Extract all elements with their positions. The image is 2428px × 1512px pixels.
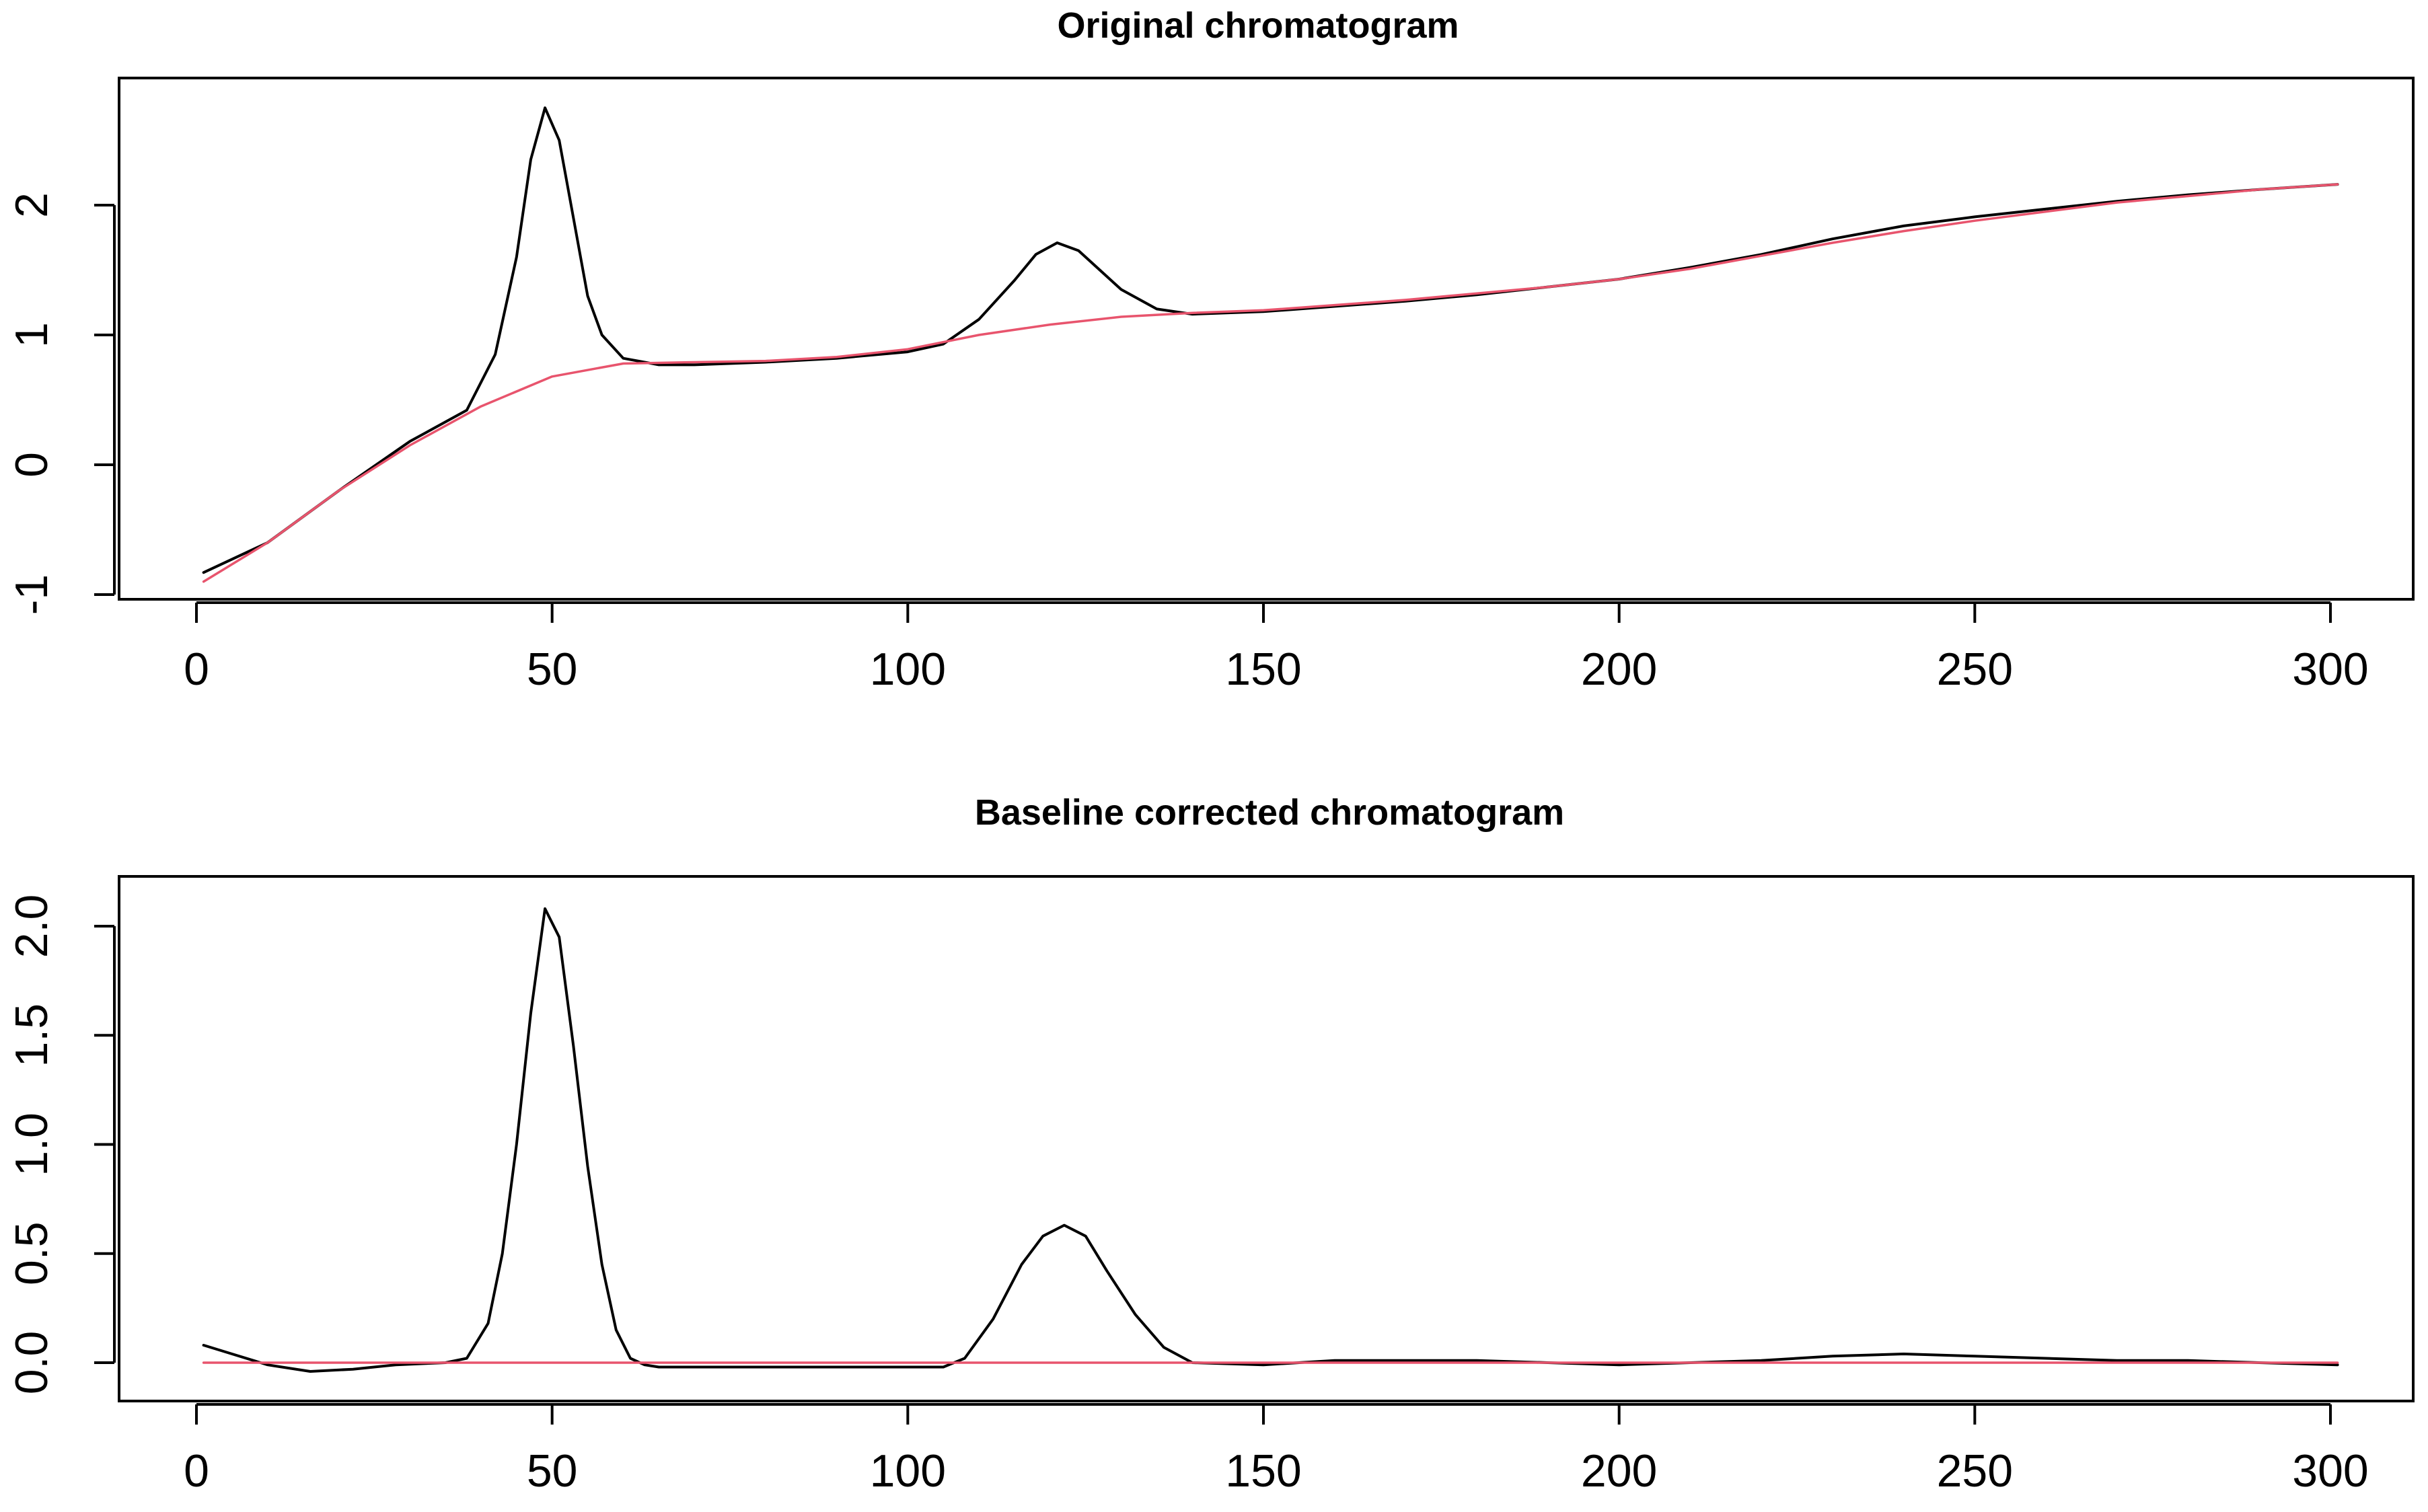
corrected-x-tick-label: 150 — [1225, 1445, 1301, 1497]
original-y-tick-label: -1 — [6, 574, 57, 615]
original-y-tick-label: 2 — [6, 192, 57, 218]
corrected-x-axis: 0 50 100 150 200 250 300 — [184, 1403, 2369, 1497]
original-x-tick-label: 250 — [1937, 644, 2013, 695]
original-chromatogram-title: Original chromatogram — [1057, 5, 1459, 46]
corrected-x-tick-label: 100 — [870, 1445, 946, 1497]
original-x-tick-label: 100 — [870, 644, 946, 695]
corrected-x-tick-label: 250 — [1937, 1445, 2013, 1497]
corrected-y-tick-label: 0.5 — [6, 1221, 57, 1285]
original-series-layer — [202, 106, 2339, 583]
corrected-series-corrected — [202, 907, 2339, 1373]
corrected-x-tick-label: 300 — [2292, 1445, 2368, 1497]
corrected-series-layer — [202, 907, 2339, 1373]
corrected-plot-box — [118, 875, 2415, 1402]
corrected-x-tick-label: 200 — [1581, 1445, 1657, 1497]
original-chromatogram-panel: Original chromatogram 0 50 100 150 200 250 300… — [6, 5, 2415, 695]
corrected-y-tick-label: 1.0 — [6, 1112, 57, 1176]
original-y-axis: -1 0 1 2 — [6, 192, 116, 615]
original-series-chromatogram — [202, 106, 2339, 574]
original-x-tick-label: 0 — [184, 644, 209, 695]
corrected-x-tick-label: 50 — [527, 1445, 578, 1497]
original-x-tick-label: 50 — [527, 644, 578, 695]
original-y-tick-label: 0 — [6, 452, 57, 478]
original-x-tick-label: 300 — [2292, 644, 2368, 695]
corrected-y-tick-label: 1.5 — [6, 1004, 57, 1067]
corrected-chromatogram-panel: Baseline corrected chromatogram 0 50 100 15… — [6, 792, 2415, 1497]
original-y-tick-label: 1 — [6, 322, 57, 348]
corrected-y-axis: 0.0 0.5 1.0 1.5 2.0 — [6, 895, 116, 1395]
original-plot-box — [118, 77, 2415, 601]
original-series-baseline — [202, 183, 2339, 583]
original-x-tick-label: 200 — [1581, 644, 1657, 695]
corrected-y-tick-label: 2.0 — [6, 895, 57, 958]
original-x-axis: 0 50 100 150 200 250 300 — [184, 601, 2369, 695]
corrected-chromatogram-title: Baseline corrected chromatogram — [975, 792, 1564, 833]
original-x-tick-label: 150 — [1225, 644, 1301, 695]
corrected-x-tick-label: 0 — [184, 1445, 209, 1497]
corrected-y-tick-label: 0.0 — [6, 1331, 57, 1395]
